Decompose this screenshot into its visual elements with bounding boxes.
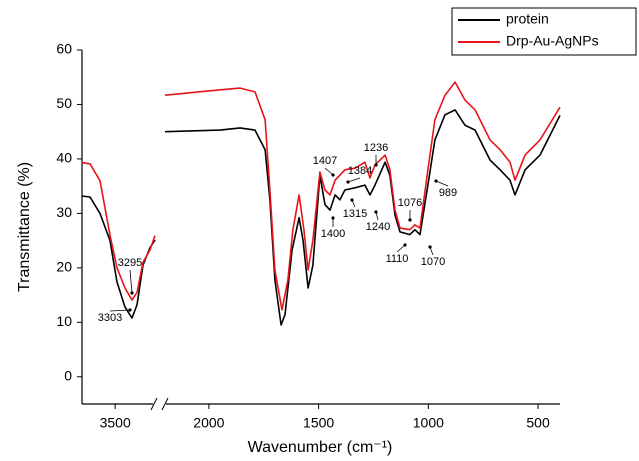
arrow-head	[374, 163, 378, 167]
arrow-head	[331, 216, 335, 220]
series-line	[81, 81, 561, 311]
arrow-head	[128, 308, 132, 312]
axis-break	[150, 397, 158, 411]
axis-break	[161, 397, 169, 411]
series-line	[81, 109, 561, 326]
annotation: 989	[439, 187, 457, 199]
arrow-head	[403, 243, 407, 247]
annotation: 3303	[98, 312, 122, 324]
x-tick-label: 500	[526, 415, 550, 431]
arrow-head	[350, 198, 354, 202]
annotation-arrow	[435, 180, 449, 187]
annotation: 1070	[421, 256, 445, 268]
annotation-arrow	[129, 269, 133, 294]
annotation-arrow	[396, 244, 406, 253]
arrow-head	[346, 180, 350, 184]
arrow-head	[428, 245, 432, 249]
legend-label: protein	[506, 11, 549, 27]
y-tick-label: 50	[56, 95, 72, 111]
annotation-arrow	[347, 177, 361, 183]
annotation: 1236	[364, 142, 388, 154]
annotation-arrow	[324, 167, 334, 176]
arrow-head	[130, 291, 134, 295]
annotation-arrow	[109, 309, 131, 312]
y-axis-label: Transmittance (%)	[16, 162, 33, 292]
y-tick-label: 30	[56, 204, 72, 220]
annotation: 1400	[321, 228, 345, 240]
annotation: 1407	[313, 155, 337, 167]
annotation: 1110	[386, 253, 409, 265]
arrow-head	[374, 210, 378, 214]
annotation: 1384	[348, 165, 372, 177]
legend-label: Drp-Au-AgNPs	[506, 33, 599, 49]
arrow-head	[434, 179, 438, 183]
y-tick-label: 60	[56, 41, 72, 57]
annotation: 1315	[343, 208, 367, 220]
annotation: 3295	[118, 257, 142, 269]
arrow-head	[408, 218, 412, 222]
y-tick-label: 40	[56, 150, 72, 166]
y-tick-label: 10	[56, 313, 72, 329]
arrow-head	[331, 173, 335, 177]
x-axis-label: Wavenumber (cm⁻¹)	[248, 439, 393, 456]
x-tick-label: 1000	[413, 415, 444, 431]
legend-box	[451, 7, 637, 56]
annotation: 1240	[366, 221, 390, 233]
annotation: 1076	[398, 197, 422, 209]
y-tick-label: 20	[56, 259, 72, 275]
x-tick-label: 2000	[193, 415, 224, 431]
y-tick-label: 0	[64, 367, 72, 383]
x-tick-label: 3500	[100, 415, 131, 431]
x-tick-label: 1500	[303, 415, 334, 431]
